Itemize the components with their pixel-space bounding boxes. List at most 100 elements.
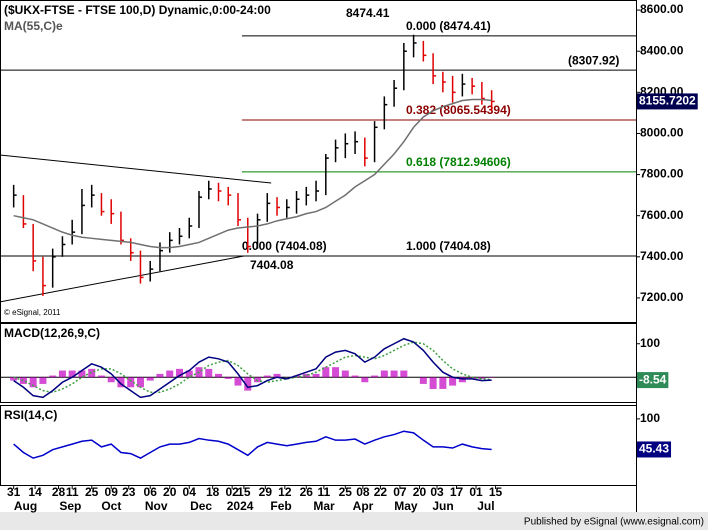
histogram-bar	[58, 370, 66, 378]
x-tick-label: 04	[183, 485, 197, 499]
histogram-bar	[332, 367, 340, 378]
last-value: 8155.7202	[639, 94, 696, 108]
histogram-bar	[478, 377, 486, 379]
fib-label: 0.382 (8065.54394)	[406, 103, 511, 117]
fib-label: 0.618 (7812.94606)	[406, 155, 511, 169]
x-tick-label: 02	[225, 485, 239, 499]
month-label: Jun	[432, 499, 453, 513]
histogram-bar	[302, 373, 310, 378]
month-label: Jul	[477, 499, 494, 513]
histogram-bar	[68, 370, 76, 378]
histogram-bar	[341, 370, 349, 378]
histogram-bar	[215, 373, 223, 378]
x-tick-label: 25	[85, 485, 99, 499]
x-tick-label: 08	[356, 485, 370, 499]
histogram-bar	[39, 377, 47, 384]
x-tick-label: 11	[66, 485, 79, 499]
x-tick-label: 15	[489, 485, 503, 499]
histogram-bar	[429, 377, 437, 389]
histogram-bar	[224, 377, 232, 379]
histogram-bar	[166, 370, 174, 378]
x-tick-label: 15	[237, 485, 251, 499]
y-tick-label: 7200.00	[640, 290, 684, 304]
histogram-bar	[371, 375, 379, 378]
month-label: Apr	[353, 499, 374, 513]
histogram-bar	[234, 377, 242, 386]
histogram-bar	[312, 373, 320, 378]
histogram-bar	[351, 375, 359, 378]
footer-bar	[0, 512, 708, 530]
histogram-bar	[107, 377, 115, 383]
chart-title: ($UKX-FTSE - FTSE 100,D) Dynamic,0:00-24…	[4, 3, 271, 17]
histogram-bar	[488, 377, 496, 378]
month-label: Dec	[190, 499, 212, 513]
x-tick-label: 29	[259, 485, 273, 499]
histogram-bar	[127, 377, 135, 388]
y-tick-label: 100	[640, 411, 660, 425]
trough-label: 7404.08	[250, 258, 294, 272]
histogram-bar	[458, 377, 466, 383]
histogram-bar	[419, 377, 427, 384]
x-tick-label: 09	[105, 485, 119, 499]
histogram-bar	[361, 377, 369, 383]
macd-line	[13, 337, 492, 399]
month-label: Mar	[313, 499, 335, 513]
histogram-bar	[117, 377, 125, 388]
y-tick-label: 8000.00	[640, 126, 684, 140]
last-value-box	[637, 441, 672, 458]
histogram-bar	[97, 375, 105, 378]
month-label: Oct	[101, 499, 121, 513]
histogram-bar	[322, 367, 330, 378]
x-tick-label: 26	[300, 485, 314, 499]
x-tick-label: 18	[206, 485, 220, 499]
last-value-box	[637, 372, 669, 389]
histogram-bar	[156, 373, 164, 378]
month-label: Feb	[270, 499, 291, 513]
x-tick-label: 20	[163, 485, 177, 499]
x-tick-label: 12	[278, 485, 292, 499]
x-tick-label: 07	[393, 485, 407, 499]
histogram-bar	[468, 377, 476, 379]
y-tick-label: 8600.00	[640, 2, 684, 16]
histogram-bar	[29, 377, 37, 388]
month-label: 2024	[227, 499, 254, 513]
histogram-bar	[136, 377, 144, 388]
x-tick-label: 31	[7, 485, 21, 499]
x-tick-label: 03	[430, 485, 444, 499]
month-label: Sep	[59, 499, 81, 513]
signal-line	[13, 341, 492, 394]
copyright: © eSignal, 2011	[4, 308, 61, 317]
histogram-bar	[263, 375, 271, 378]
fib-label: 1.000 (7404.08)	[406, 239, 491, 253]
histogram-bar	[19, 377, 27, 384]
histogram-bar	[205, 368, 213, 378]
x-tick-label: 14	[28, 485, 42, 499]
month-label: Aug	[14, 499, 37, 513]
peak-label: 8474.41	[346, 6, 390, 20]
histogram-bar	[273, 373, 281, 378]
x-tick-label: 06	[144, 485, 158, 499]
histogram-bar	[390, 370, 398, 378]
fib-label: (8307.92)	[568, 53, 619, 67]
histogram-bar	[439, 377, 447, 389]
histogram-bar	[449, 377, 457, 386]
publisher: Published by eSignal (www.esignal.com)	[524, 517, 704, 528]
last-value-box	[637, 93, 698, 110]
last-value: -8.54	[639, 372, 667, 386]
trendline	[0, 154, 272, 184]
macd-title: MACD(12,26,9,C)	[4, 326, 100, 340]
last-value: 45.43	[639, 442, 669, 456]
x-tick-label: 20	[413, 485, 427, 499]
x-tick-label: 22	[374, 485, 388, 499]
ma-label: MA(55,C)e	[4, 19, 63, 33]
y-tick-label: 8400.00	[640, 43, 684, 57]
histogram-bar	[78, 370, 86, 378]
fib-label: 0.000 (7404.08)	[242, 239, 327, 253]
histogram-bar	[380, 370, 388, 378]
x-tick-label: 11	[318, 485, 331, 499]
histogram-bar	[244, 377, 252, 391]
histogram-bar	[400, 370, 408, 378]
y-tick-label: 7600.00	[640, 208, 684, 222]
